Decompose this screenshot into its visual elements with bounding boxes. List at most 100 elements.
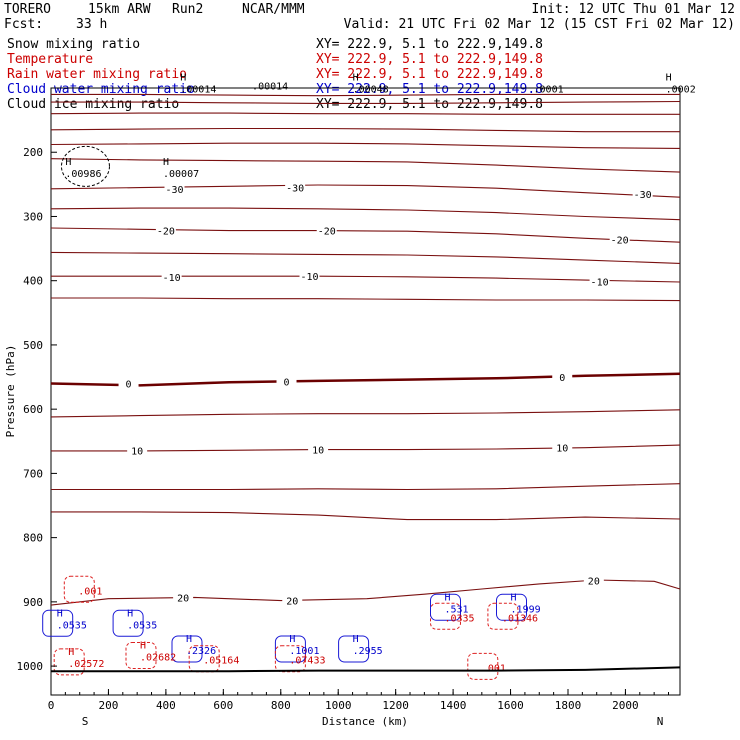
isotherm (50, 158, 681, 173)
moisture-contour (430, 593, 461, 621)
y-tick-label: 400 (23, 275, 43, 288)
extremum-value: .0535 (57, 620, 87, 631)
isotherm-label-bg (276, 375, 297, 387)
isotherm (50, 184, 681, 198)
isotherm (50, 251, 681, 264)
isotherm-label: -30 (165, 185, 183, 196)
extremum-value: .0001 (534, 85, 564, 96)
x-tick-label: 2000 (612, 699, 639, 712)
x-tick-label: 800 (271, 699, 291, 712)
moisture-contour (274, 635, 306, 663)
y-axis-label: Pressure (hPa) (4, 345, 17, 438)
x-tick-label: 200 (99, 699, 119, 712)
isotherm-label-bg (299, 270, 320, 282)
isotherm-label-bg (164, 182, 185, 194)
extremum-marker: H (68, 647, 74, 658)
extremum-value: .00014 (252, 81, 288, 92)
isotherm (50, 372, 681, 387)
isotherm (50, 409, 681, 418)
isotherm (51, 100, 681, 104)
extremum-value: .01346 (502, 613, 538, 624)
extremum-marker: H (186, 634, 192, 645)
x-tick-label: 0 (48, 699, 55, 712)
legend-label: Snow mixing ratio (7, 37, 140, 52)
isotherm-label: 20 (177, 593, 189, 604)
isotherm (50, 127, 680, 133)
isotherm-label: -20 (157, 227, 175, 238)
extremum-value: .0335 (444, 613, 474, 624)
x-tick-label: 1200 (382, 699, 409, 712)
isotherm (50, 227, 681, 243)
init-time: Init: 12 UTC Thu 01 Mar 12 (532, 2, 736, 17)
extremum-value: .0002 (666, 85, 696, 96)
isotherm-label: 20 (286, 597, 298, 608)
legend-range: XY= 222.9, 5.1 to 222.9,149.8 (316, 67, 543, 82)
x-tick-label: 600 (213, 699, 233, 712)
x-tick-label: 1800 (555, 699, 582, 712)
valid-time: Valid: 21 UTC Fri 02 Mar 12 (15 CST Fri … (344, 17, 735, 32)
extremum-value: .2326 (186, 646, 216, 657)
legend-label: Cloud water mixing ratio (7, 82, 195, 97)
model-resolution: 15km ARW (88, 2, 151, 17)
y-tick-label: 700 (23, 467, 43, 480)
isotherm-label-bg (583, 574, 604, 586)
extremum-marker: H (180, 73, 186, 84)
y-tick-label: 600 (23, 403, 43, 416)
extremum-value: .02682 (140, 652, 176, 663)
isotherm-label: -30 (286, 184, 304, 195)
moisture-contour (171, 635, 203, 663)
legend-label: Rain water mixing ratio (7, 67, 187, 82)
temperature-contours (50, 93, 681, 606)
run-label: Run2 (172, 2, 203, 17)
legend-range: XY= 222.9, 5.1 to 222.9,149.8 (316, 37, 543, 52)
isotherm-label-bg (155, 224, 176, 236)
x-tick-label: 1000 (325, 699, 352, 712)
extremum-marker: H (127, 608, 133, 619)
moisture-contour (112, 609, 144, 637)
legend-range: XY= 222.9, 5.1 to 222.9,149.8 (316, 97, 543, 112)
x-axis-label: Distance (km) (322, 715, 408, 728)
isotherm-label: -10 (591, 277, 609, 288)
extremum-marker: H (353, 634, 359, 645)
legend-range: XY= 222.9, 5.1 to 222.9,149.8 (316, 82, 543, 97)
y-tick-label: 300 (23, 210, 43, 223)
extremum-marker: H (444, 592, 450, 603)
isotherm-label-bg (173, 591, 194, 603)
isotherm-label: -30 (634, 190, 652, 201)
isotherm-label-bg (118, 377, 139, 389)
model-name: TORERO (4, 2, 51, 17)
isotherm-label: -20 (318, 227, 336, 238)
isotherm-label: 10 (556, 444, 568, 455)
isotherm-label: 10 (312, 446, 324, 457)
moisture-contour (42, 609, 74, 637)
isotherm-label-bg (589, 275, 610, 287)
plot-area: -30 -30 -30 -20 -20 -20 -10 -10 -10 0 0 0 10 10 10 20 20… (17, 73, 696, 712)
isotherm-label: -10 (163, 273, 181, 284)
legend-label: Temperature (7, 52, 93, 67)
moisture-contours (42, 145, 527, 680)
extremum-value: .531 (444, 604, 468, 615)
legend-label: Cloud ice mixing ratio (7, 97, 179, 112)
isotherm-label: -10 (300, 272, 318, 283)
extremum-value: .001 (482, 663, 506, 674)
extremum-value: .00014 (180, 85, 216, 96)
org-label: NCAR/MMM (242, 2, 305, 17)
y-tick-label: 800 (23, 532, 43, 545)
isotherm (50, 207, 681, 221)
isotherm (51, 93, 680, 97)
y-tick-label: 200 (23, 146, 43, 159)
isotherm-label-bg (316, 224, 337, 236)
isotherm-label: 10 (131, 446, 143, 457)
isotherm (50, 112, 680, 115)
y-tick-label: 500 (23, 339, 43, 352)
y-tick-label: 900 (23, 596, 43, 609)
isotherm-label-bg (609, 233, 630, 245)
extremum-marker: H (666, 73, 672, 84)
isotherm (51, 483, 681, 491)
extremum-marker: H (140, 640, 146, 651)
isotherm-label-bg (282, 594, 303, 606)
isotherm-label: 0 (559, 373, 565, 384)
y-tick-label: 1000 (17, 660, 44, 673)
